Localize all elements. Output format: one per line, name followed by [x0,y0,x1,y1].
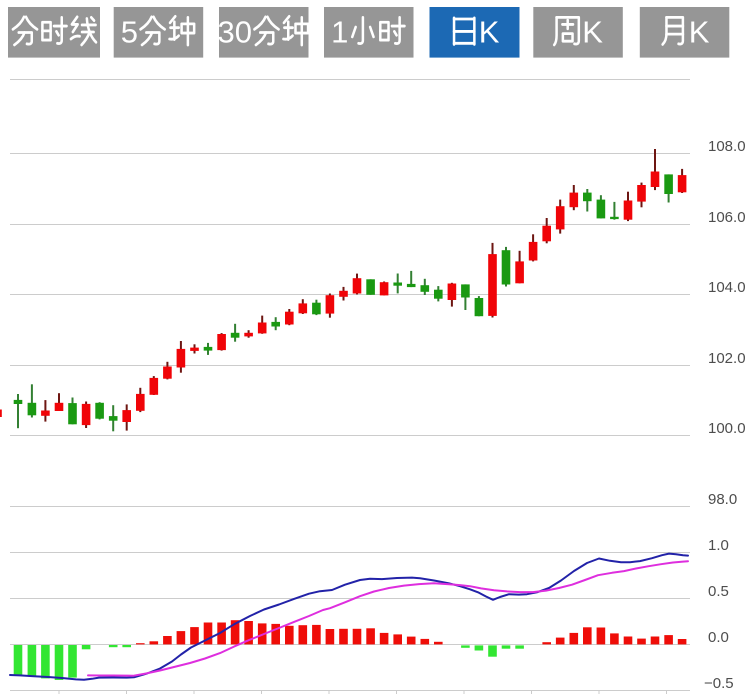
svg-text:0.0: 0.0 [708,629,729,646]
svg-text:1.0: 1.0 [708,537,729,554]
svg-text:108.0: 108.0 [708,138,746,155]
svg-text:K: K [479,15,500,50]
svg-text:5: 5 [121,15,138,50]
svg-text:104.0: 104.0 [708,279,746,296]
svg-text:100.0: 100.0 [708,420,746,437]
svg-text:30: 30 [218,15,252,50]
svg-text:102.0: 102.0 [708,350,746,367]
svg-text:1: 1 [331,15,348,50]
svg-text:0.5: 0.5 [708,583,729,600]
svg-text:−0.5: −0.5 [704,675,734,692]
svg-text:K: K [689,15,710,50]
svg-text:98.0: 98.0 [708,491,737,508]
svg-text:K: K [582,15,603,50]
svg-text:106.0: 106.0 [708,209,746,226]
